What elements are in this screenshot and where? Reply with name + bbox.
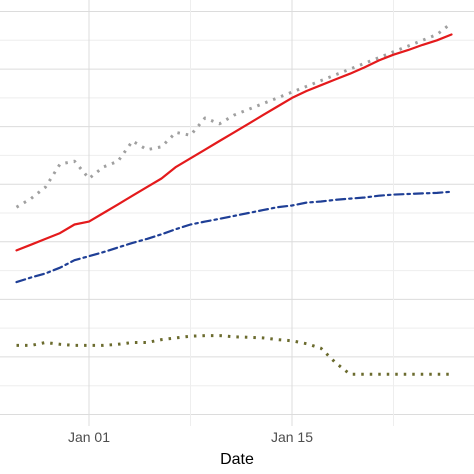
series-group <box>15 21 453 376</box>
series-line-3 <box>15 190 453 284</box>
series-line-1 <box>15 21 453 209</box>
grid <box>0 0 474 426</box>
x-tick-label: Jan 01 <box>68 429 110 445</box>
series-line-2 <box>15 33 453 252</box>
series-line-4 <box>16 334 452 376</box>
x-tick-labels: Jan 01 Jan 15 <box>68 429 313 445</box>
x-tick-label: Jan 15 <box>271 429 313 445</box>
x-axis-title: Date <box>220 451 254 468</box>
